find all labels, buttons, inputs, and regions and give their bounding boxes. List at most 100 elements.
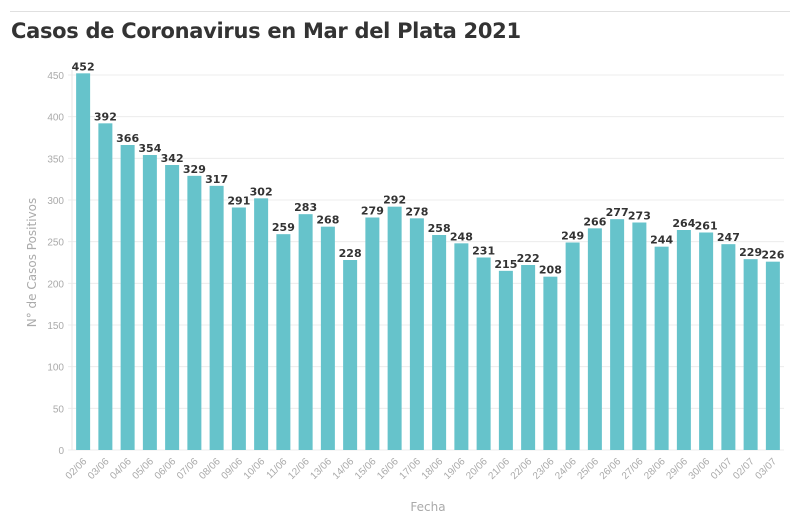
data-label: 283: [294, 201, 317, 214]
data-label: 291: [227, 195, 250, 208]
data-label: 317: [205, 173, 228, 186]
data-label: 226: [761, 249, 784, 262]
x-tick-label: 17/06: [398, 456, 424, 482]
data-label: 229: [739, 246, 762, 259]
bar: [610, 219, 625, 450]
x-tick-label: 30/06: [687, 456, 713, 482]
bar: [432, 235, 447, 450]
bar: [320, 226, 335, 450]
data-label: 259: [272, 221, 295, 234]
data-label: 208: [539, 264, 562, 277]
x-tick-label: 27/06: [620, 456, 646, 482]
x-tick-label: 24/06: [553, 456, 579, 482]
bar: [521, 265, 536, 450]
bar: [276, 234, 291, 450]
bar: [765, 261, 780, 450]
bar: [699, 232, 714, 450]
data-label: 228: [339, 247, 362, 260]
data-label: 215: [494, 258, 517, 271]
x-tick-label: 18/06: [420, 456, 446, 482]
top-divider: [10, 11, 790, 12]
x-tick-label: 14/06: [331, 456, 357, 482]
data-label: 279: [361, 205, 384, 218]
x-tick-label: 20/06: [464, 456, 490, 482]
data-label: 354: [138, 142, 161, 155]
x-tick-label: 22/06: [509, 456, 535, 482]
data-label: 248: [450, 230, 473, 243]
data-label: 264: [672, 217, 695, 230]
bar: [632, 222, 647, 450]
bar: [343, 260, 358, 450]
data-label: 244: [650, 234, 673, 247]
x-tick-label: 04/06: [108, 456, 134, 482]
data-label: 452: [72, 60, 95, 73]
bar: [743, 259, 758, 450]
bar: [476, 257, 491, 450]
bar: [409, 218, 424, 450]
bar: [565, 242, 580, 450]
bar: [76, 73, 91, 450]
data-label: 258: [428, 222, 451, 235]
bar: [721, 244, 736, 450]
x-tick-label: 03/07: [754, 456, 780, 482]
y-tick-label: 150: [47, 321, 64, 332]
data-label: 292: [383, 194, 406, 207]
bar: [165, 165, 180, 450]
bar: [298, 214, 313, 450]
x-tick-label: 26/06: [598, 456, 624, 482]
x-tick-label: 05/06: [131, 456, 157, 482]
x-tick-label: 03/06: [86, 456, 112, 482]
y-tick-label: 350: [47, 154, 64, 165]
x-tick-label: 29/06: [665, 456, 691, 482]
bar: [142, 155, 157, 450]
data-label: 247: [717, 231, 740, 244]
data-label: 268: [316, 214, 339, 227]
x-tick-label: 23/06: [531, 456, 557, 482]
bar: [587, 228, 602, 450]
y-tick-label: 250: [47, 238, 64, 249]
data-label: 273: [628, 210, 651, 223]
y-tick-label: 200: [47, 279, 64, 290]
bar: [209, 185, 224, 451]
chart-title: Casos de Coronavirus en Mar del Plata 20…: [11, 19, 521, 43]
x-tick-label: 09/06: [220, 456, 246, 482]
y-tick-label: 400: [47, 113, 64, 124]
x-tick-label: 02/07: [731, 456, 757, 482]
x-tick-label: 11/06: [265, 456, 290, 481]
x-tick-label: 12/06: [286, 456, 312, 482]
x-tick-label: 15/06: [353, 456, 379, 482]
x-tick-label: 13/06: [309, 456, 335, 482]
data-label: 302: [250, 185, 273, 198]
x-axis-title: Fecha: [410, 500, 445, 514]
y-tick-label: 450: [47, 71, 64, 82]
data-label: 366: [116, 132, 139, 145]
x-tick-label: 06/06: [153, 456, 179, 482]
x-tick-label: 01/07: [709, 456, 735, 482]
data-label: 342: [161, 152, 184, 165]
y-tick-label: 0: [58, 446, 64, 457]
data-label: 231: [472, 245, 495, 258]
x-tick-label: 25/06: [576, 456, 602, 482]
bar: [676, 230, 691, 450]
bar: [387, 206, 402, 450]
data-label: 266: [583, 215, 606, 228]
x-tick-label: 21/06: [487, 456, 513, 482]
bar: [120, 145, 135, 450]
bar: [365, 217, 380, 450]
x-tick-label: 10/06: [242, 456, 268, 482]
bar: [543, 276, 558, 450]
bar: [454, 243, 469, 450]
data-label: 392: [94, 110, 117, 123]
bar: [654, 246, 669, 450]
data-label: 329: [183, 163, 206, 176]
y-tick-label: 100: [47, 363, 64, 374]
x-tick-label: 08/06: [197, 456, 223, 482]
data-label: 222: [517, 252, 540, 265]
bar: [231, 207, 246, 450]
data-label: 249: [561, 230, 584, 243]
data-label: 261: [695, 220, 718, 233]
x-tick-label: 02/06: [64, 456, 90, 482]
bar: [187, 175, 202, 451]
x-tick-label: 16/06: [375, 456, 401, 482]
